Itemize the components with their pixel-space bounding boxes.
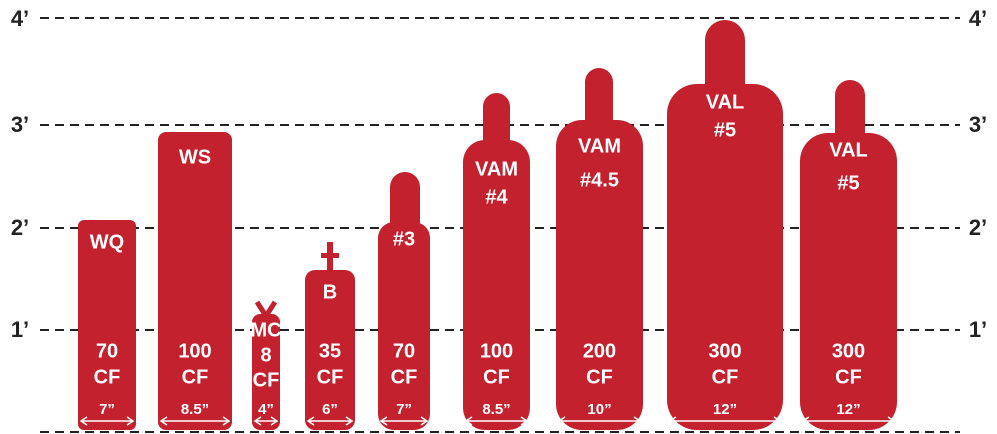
scale-label: 3’	[11, 112, 29, 137]
diameter: 6”	[322, 401, 338, 418]
capacity: CF	[253, 369, 280, 391]
capacity: 200	[583, 340, 616, 362]
capacity: 70	[96, 340, 118, 362]
diameter: 7”	[396, 401, 412, 418]
cylinder-name: #3	[393, 228, 415, 250]
scale-label: 4’	[969, 6, 987, 31]
diameter: 10”	[587, 401, 611, 418]
capacity: 300	[832, 340, 865, 362]
diameter: 12”	[713, 401, 737, 418]
capacity: CF	[317, 366, 344, 388]
scale-label: 2’	[11, 215, 29, 240]
diameter: 4”	[258, 401, 274, 418]
capacity: CF	[94, 366, 121, 388]
capacity: 35	[319, 340, 341, 362]
scale-label: 1’	[969, 317, 987, 342]
cylinder-name: MC	[250, 319, 281, 341]
diameter: 7”	[99, 401, 115, 418]
cylinder-name: WQ	[90, 231, 124, 253]
cylinder-name: VAM	[475, 158, 518, 180]
capacity: CF	[182, 366, 209, 388]
cylinder-name: B	[323, 281, 337, 303]
diameter: 8.5”	[482, 401, 510, 418]
diameter: 12”	[836, 401, 860, 418]
cylinder-name: VAL	[706, 91, 745, 113]
cylinder-name: #5	[714, 119, 736, 141]
cylinder-name: #4.5	[580, 169, 619, 191]
capacity: CF	[586, 366, 613, 388]
scale-label: 1’	[11, 317, 29, 342]
capacity: CF	[391, 366, 418, 388]
capacity: 70	[393, 340, 415, 362]
capacity: 100	[178, 340, 211, 362]
cylinder-name: VAM	[578, 135, 621, 157]
diameter: 8.5”	[181, 401, 209, 418]
scale-label: 2’	[969, 215, 987, 240]
capacity: 300	[708, 340, 741, 362]
cylinder-name: VAL	[829, 139, 868, 161]
valve	[321, 253, 339, 258]
scale-label: 4’	[11, 6, 29, 31]
cylinder-name: #4	[485, 186, 508, 208]
page: {"scale": {"left": ["4’", "3’", "2’", "1…	[0, 0, 997, 434]
cylinder-chart: 4’ 3’ 2’ 1’ 4’ 3’ 2’ 1’ WQ 70 CF 7” WS 100 CF 8.5” MC 8 CF…	[0, 0, 997, 434]
capacity: CF	[483, 366, 510, 388]
cylinder-name: WS	[179, 146, 211, 168]
scale-label: 3’	[969, 112, 987, 137]
cylinder-body	[378, 222, 430, 430]
cylinder-name: #5	[837, 172, 859, 194]
capacity: CF	[835, 366, 862, 388]
valve	[257, 302, 275, 316]
capacity: 8	[260, 344, 271, 366]
capacity: CF	[712, 366, 739, 388]
capacity: 100	[480, 340, 513, 362]
